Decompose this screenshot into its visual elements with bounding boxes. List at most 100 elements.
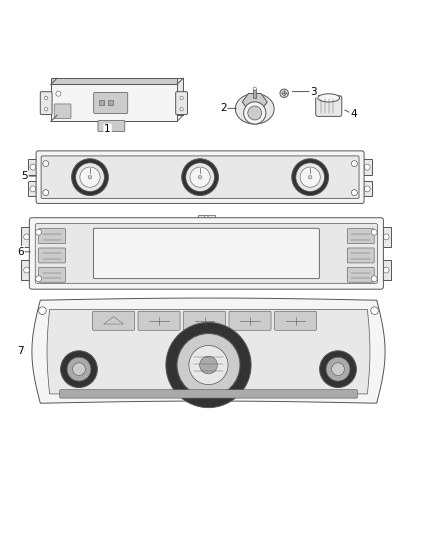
Circle shape [182,159,219,196]
Circle shape [383,234,389,240]
Circle shape [364,186,370,192]
Text: 3: 3 [310,86,317,96]
Circle shape [190,167,210,187]
Polygon shape [32,298,385,403]
Circle shape [35,276,42,281]
FancyBboxPatch shape [36,151,364,204]
FancyBboxPatch shape [347,229,374,244]
Polygon shape [51,84,177,122]
FancyBboxPatch shape [176,92,187,115]
FancyBboxPatch shape [39,267,66,282]
Circle shape [45,108,48,111]
Circle shape [56,91,61,96]
Circle shape [296,163,325,191]
Text: 5: 5 [21,171,28,181]
Circle shape [35,229,42,235]
Bar [381,260,392,280]
Bar [99,100,104,106]
Bar [28,181,38,197]
Circle shape [280,89,288,98]
FancyBboxPatch shape [39,248,66,263]
FancyBboxPatch shape [98,120,125,132]
Circle shape [200,356,217,374]
Bar [381,227,392,247]
Ellipse shape [235,94,274,124]
Circle shape [351,190,357,196]
FancyBboxPatch shape [275,311,317,330]
Bar [362,159,372,175]
Circle shape [244,102,266,124]
Text: 6: 6 [17,247,24,257]
Circle shape [326,357,350,381]
Circle shape [351,160,357,166]
Bar [198,215,215,220]
Text: 2: 2 [220,103,226,114]
FancyBboxPatch shape [138,311,180,330]
FancyBboxPatch shape [39,229,66,244]
FancyBboxPatch shape [29,217,383,289]
FancyBboxPatch shape [60,390,357,398]
Text: 7: 7 [17,345,24,356]
Text: 4: 4 [350,109,357,119]
Circle shape [308,175,312,179]
Circle shape [72,159,108,196]
Bar [51,78,177,84]
Polygon shape [47,309,370,394]
Circle shape [186,163,215,191]
FancyBboxPatch shape [35,224,378,284]
Circle shape [189,345,228,385]
Ellipse shape [318,94,340,102]
FancyBboxPatch shape [40,92,52,115]
Bar [362,181,372,197]
Circle shape [371,276,377,281]
FancyBboxPatch shape [94,92,128,114]
FancyBboxPatch shape [92,311,134,330]
Bar [21,227,32,247]
FancyBboxPatch shape [229,311,271,330]
Circle shape [383,267,389,273]
Circle shape [73,363,85,376]
Circle shape [88,175,92,179]
Bar [28,159,38,175]
Polygon shape [57,78,183,115]
Circle shape [320,351,357,387]
Bar [253,90,256,98]
Circle shape [204,216,208,220]
FancyBboxPatch shape [41,156,359,198]
Circle shape [180,108,183,111]
Circle shape [80,167,100,187]
Circle shape [332,363,344,376]
Circle shape [248,106,261,120]
FancyBboxPatch shape [347,267,374,282]
Circle shape [39,307,46,314]
Circle shape [43,190,49,196]
Circle shape [24,234,30,240]
Circle shape [177,334,240,397]
Circle shape [30,186,36,192]
Circle shape [180,96,183,100]
FancyBboxPatch shape [54,104,71,118]
Circle shape [253,87,256,91]
Circle shape [45,96,48,100]
Bar [108,100,113,106]
Circle shape [60,351,97,387]
Circle shape [198,175,202,179]
Circle shape [76,163,104,191]
Circle shape [364,164,370,170]
Circle shape [292,159,328,196]
Circle shape [300,167,320,187]
Circle shape [371,229,377,235]
FancyBboxPatch shape [347,248,374,263]
Circle shape [371,307,378,314]
Circle shape [166,322,251,408]
Text: 1: 1 [104,124,111,134]
Circle shape [24,267,30,273]
FancyBboxPatch shape [93,228,319,279]
Circle shape [43,160,49,166]
Circle shape [282,91,286,95]
Circle shape [67,357,91,381]
Polygon shape [242,93,267,110]
FancyBboxPatch shape [184,311,226,330]
FancyBboxPatch shape [316,96,342,116]
Bar [21,260,32,280]
